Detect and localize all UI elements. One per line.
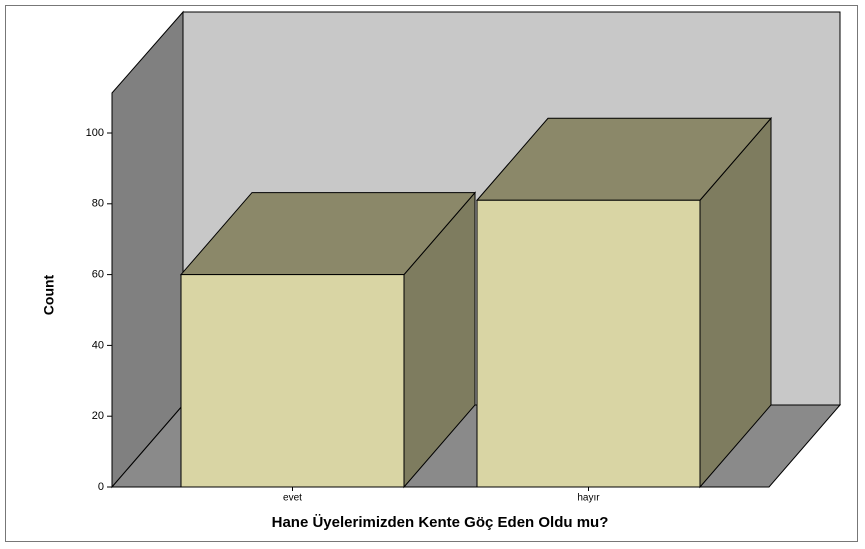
y-tick-label: 20 bbox=[92, 410, 104, 422]
bar bbox=[476, 199, 701, 488]
left-wall bbox=[111, 10, 184, 489]
x-tick-label: evet bbox=[283, 493, 302, 504]
y-tick-label: 0 bbox=[98, 481, 104, 493]
x-tick-label: hayır bbox=[577, 493, 600, 504]
y-axis-title: Count bbox=[41, 274, 57, 315]
x-axis-title: Hane Üyelerimizden Kente Göç Eden Oldu m… bbox=[272, 514, 609, 531]
y-tick-label: 100 bbox=[86, 127, 104, 139]
bar bbox=[180, 274, 405, 488]
y-tick-label: 80 bbox=[92, 198, 104, 210]
y-tick-label: 60 bbox=[92, 269, 104, 281]
y-tick-label: 40 bbox=[92, 339, 104, 351]
